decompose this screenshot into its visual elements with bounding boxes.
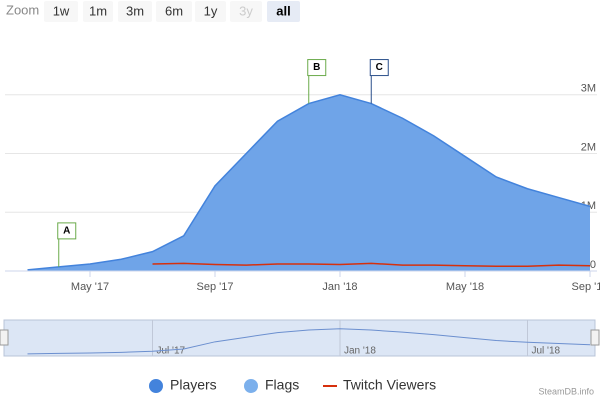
navigator-tick-label: Jul '17 bbox=[157, 346, 186, 357]
x-tick-label: Jan '18 bbox=[322, 281, 357, 293]
navigator-tick-label: Jan '18 bbox=[344, 346, 376, 357]
navigator-line bbox=[27, 328, 591, 355]
zoom-button-label[interactable]: all bbox=[276, 3, 290, 18]
flag-label: A bbox=[63, 226, 70, 237]
zoom-button[interactable] bbox=[156, 1, 192, 22]
flag[interactable] bbox=[57, 222, 77, 240]
x-tick-label: May '17 bbox=[71, 281, 109, 293]
players-line bbox=[27, 93, 591, 271]
legend-label[interactable]: Twitch Viewers bbox=[343, 377, 436, 393]
zoom-button-label: 3y bbox=[239, 3, 253, 18]
flag-label: B bbox=[313, 62, 320, 73]
zoom-button[interactable] bbox=[44, 1, 78, 22]
navigator-tick-label: Jul '18 bbox=[532, 346, 561, 357]
zoom-button bbox=[230, 1, 262, 22]
zoom-button-label[interactable]: 1w bbox=[53, 3, 70, 18]
zoom-button[interactable] bbox=[83, 1, 113, 22]
flag-label: C bbox=[376, 62, 383, 73]
navigator-handle[interactable] bbox=[0, 329, 9, 346]
zoom-button-label[interactable]: 6m bbox=[165, 3, 183, 18]
legend-symbol[interactable] bbox=[149, 379, 163, 393]
players-area bbox=[27, 94, 590, 271]
zoom-button-label[interactable]: 3m bbox=[126, 3, 144, 18]
y-tick-label: 2M bbox=[581, 141, 596, 153]
navigator[interactable] bbox=[3, 319, 596, 357]
y-tick-label: 0 bbox=[590, 259, 596, 271]
legend-label[interactable]: Flags bbox=[265, 377, 299, 393]
legend-label[interactable]: Players bbox=[170, 377, 217, 393]
navigator-handle[interactable] bbox=[590, 329, 600, 346]
zoom-button[interactable] bbox=[267, 1, 300, 22]
zoom-button[interactable] bbox=[118, 1, 152, 22]
zoom-button-label[interactable]: 1m bbox=[89, 3, 107, 18]
zoom-button-label[interactable]: 1y bbox=[204, 3, 218, 18]
flag[interactable] bbox=[369, 59, 389, 77]
flag[interactable] bbox=[307, 59, 327, 77]
y-tick-label: 3M bbox=[581, 83, 596, 95]
x-tick-label: Sep '17 bbox=[197, 281, 234, 293]
zoom-label: Zoom bbox=[6, 2, 39, 17]
legend-symbol[interactable] bbox=[244, 379, 258, 393]
x-tick-label: Sep '18 bbox=[572, 281, 600, 293]
credits: SteamDB.info bbox=[538, 386, 594, 396]
zoom-button[interactable] bbox=[195, 1, 226, 22]
x-tick-label: May '18 bbox=[446, 281, 484, 293]
twitch-line bbox=[152, 262, 591, 268]
